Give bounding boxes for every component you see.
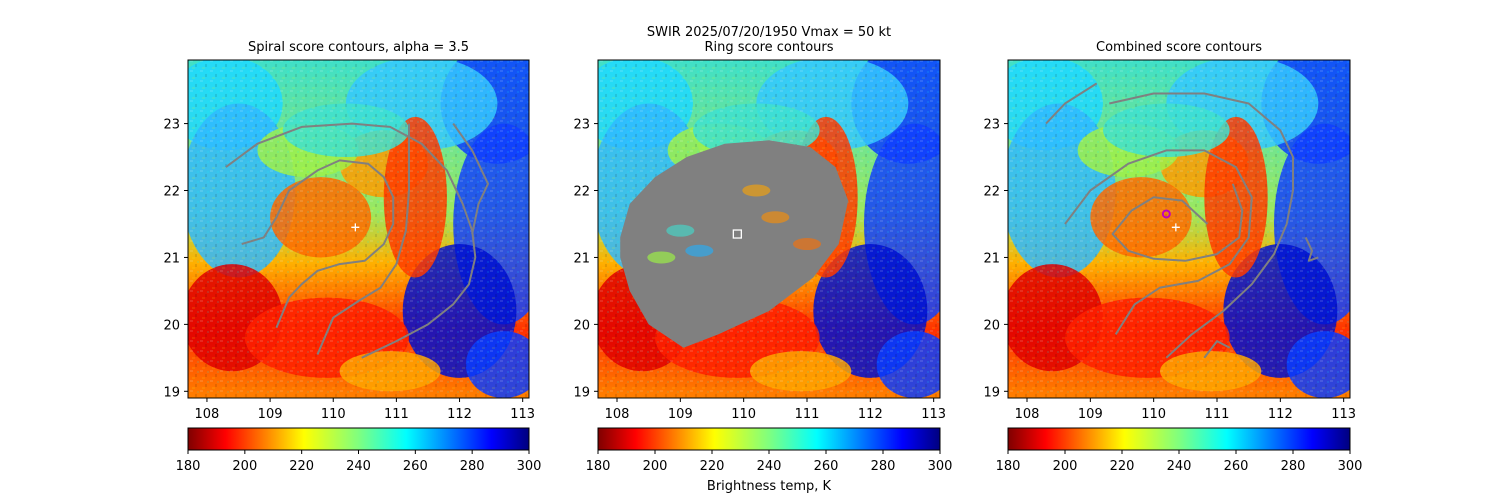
y-tick-label: 20: [163, 318, 180, 333]
y-tick-label: 19: [163, 385, 180, 400]
y-tick-label: 20: [573, 318, 590, 333]
y-tick-label: 23: [163, 118, 180, 133]
colorbar-tick-label: 180: [176, 459, 201, 474]
panel-2: Ring score contours 108 109 110 111 112 113 19 2…: [573, 40, 953, 494]
colorbar-tick-label: 180: [586, 459, 611, 474]
image-texture: [1008, 60, 1350, 398]
x-tick-label: 112: [858, 407, 883, 422]
colorbar-tick-label: 240: [346, 459, 371, 474]
score-contour-2: [241, 159, 395, 329]
brightness-image: [598, 60, 940, 398]
colorbar-tick-label: 260: [814, 459, 839, 474]
colorbar-tick-label: 200: [232, 459, 257, 474]
colorbar-tick-label: 200: [643, 459, 668, 474]
ring-score-region: [620, 140, 849, 348]
x-tick-label: 110: [321, 407, 346, 422]
colorbar-tick-label: 180: [996, 459, 1021, 474]
ring-patch-2: [666, 224, 695, 237]
figure-suptitle: SWIR 2025/07/20/1950 Vmax = 50 kt: [647, 25, 891, 40]
x-tick-label: 109: [1078, 407, 1103, 422]
score-contour-4: [452, 123, 489, 235]
axes-frame: [187, 59, 530, 399]
axes-frame: [597, 59, 941, 399]
center-plus-marker: [351, 223, 360, 232]
colorbar-tick-label: 260: [403, 459, 428, 474]
panel-1: Spiral score contours, alpha = 3.5 108 109…: [163, 40, 542, 474]
ring-patch-4: [742, 184, 771, 197]
panel-title: Combined score contours: [1096, 40, 1262, 55]
x-tick-label: 109: [668, 407, 693, 422]
score-contour-2: [1109, 92, 1294, 359]
y-tick-label: 22: [163, 185, 180, 200]
estimate-circle-marker: [1161, 209, 1171, 219]
score-contour-1: [1045, 82, 1098, 125]
y-tick-label: 19: [983, 385, 1000, 400]
colorbar-tick-label: 280: [1281, 459, 1306, 474]
brightness-image: [1008, 60, 1350, 398]
x-tick-label: 110: [1141, 407, 1166, 422]
y-tick-label: 22: [573, 185, 590, 200]
y-tick-label: 23: [573, 118, 590, 133]
ring-patch-3: [761, 211, 790, 224]
colorbar-tick-label: 240: [1167, 459, 1192, 474]
colorbar-label: Brightness temp, K: [707, 479, 832, 494]
score-contour-4: [1111, 183, 1244, 262]
y-tick-label: 20: [983, 318, 1000, 333]
colorbar-tick-label: 300: [517, 459, 542, 474]
colorbar: [187, 427, 530, 451]
ring-patch-6: [793, 238, 821, 251]
y-tick-label: 19: [573, 385, 590, 400]
center-plus-marker: [1171, 223, 1180, 232]
image-texture: [188, 60, 529, 398]
x-tick-label: 109: [258, 407, 283, 422]
x-tick-label: 111: [1205, 407, 1230, 422]
x-tick-label: 112: [447, 407, 472, 422]
y-tick-label: 21: [163, 251, 180, 266]
panel-title: Ring score contours: [704, 40, 833, 55]
score-contour-6: [1203, 340, 1231, 359]
score-contour-1: [225, 122, 477, 359]
panel-3: Combined score contours 108 109 110 111 112 11…: [983, 40, 1363, 474]
x-tick-label: 108: [1015, 407, 1040, 422]
colorbar-tick-label: 220: [289, 459, 314, 474]
ring-patch-1: [685, 244, 714, 257]
colorbar-tick-label: 220: [1110, 459, 1135, 474]
axes-frame: [1007, 59, 1351, 399]
x-tick-label: 111: [384, 407, 409, 422]
colorbar-tick-label: 280: [460, 459, 485, 474]
colorbar-tick-label: 300: [1338, 459, 1363, 474]
x-tick-label: 113: [921, 407, 946, 422]
x-tick-label: 110: [731, 407, 756, 422]
colorbar: [1007, 427, 1351, 451]
x-tick-label: 108: [195, 407, 220, 422]
colorbar-tick-label: 220: [700, 459, 725, 474]
x-tick-label: 113: [510, 407, 535, 422]
y-tick-label: 22: [983, 185, 1000, 200]
x-tick-label: 113: [1331, 407, 1356, 422]
score-contour-3: [1064, 149, 1253, 335]
x-tick-label: 112: [1268, 407, 1293, 422]
center-square-marker: [732, 229, 742, 239]
y-tick-label: 21: [983, 251, 1000, 266]
colorbar-tick-label: 280: [871, 459, 896, 474]
x-tick-label: 108: [605, 407, 630, 422]
colorbar: [597, 427, 941, 451]
brightness-image: [188, 60, 529, 398]
x-tick-label: 111: [795, 407, 820, 422]
colorbar-tick-label: 260: [1224, 459, 1249, 474]
colorbar-tick-label: 240: [757, 459, 782, 474]
colorbar-tick-label: 200: [1053, 459, 1078, 474]
colorbar-tick-label: 300: [928, 459, 953, 474]
score-contour-5: [1304, 236, 1319, 262]
y-tick-label: 23: [983, 118, 1000, 133]
panel-title: Spiral score contours, alpha = 3.5: [248, 40, 469, 55]
ring-patch-5: [647, 251, 676, 264]
score-contour-3: [316, 123, 410, 355]
y-tick-label: 21: [573, 251, 590, 266]
